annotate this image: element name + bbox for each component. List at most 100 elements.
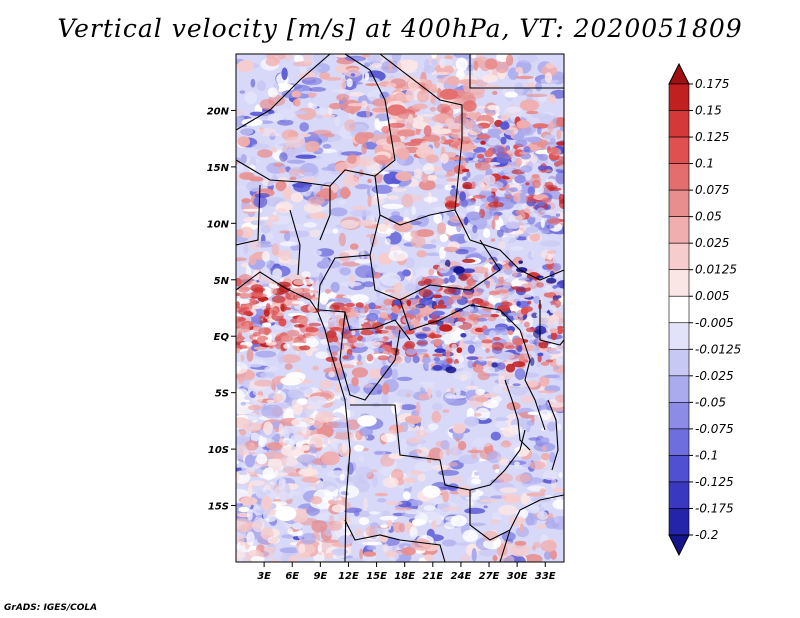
- colorbar-swatch: [668, 216, 690, 244]
- colorbar-label: -0.025: [695, 369, 734, 383]
- field-cell: [357, 354, 362, 362]
- field-cell: [327, 470, 349, 478]
- field-cell: [302, 278, 314, 285]
- field-cell: [346, 557, 366, 562]
- field-cell: [500, 114, 510, 121]
- colorbar-swatch: [668, 481, 690, 509]
- field-cell: [526, 226, 539, 234]
- field-cell: [556, 327, 564, 335]
- field-cell: [361, 336, 366, 343]
- field-cell: [262, 132, 281, 137]
- field-cell: [423, 505, 436, 511]
- field-cell: [512, 337, 525, 346]
- field-cell: [367, 196, 385, 205]
- field-cell: [388, 453, 405, 460]
- field-cell: [452, 444, 458, 458]
- field-cell: [239, 292, 250, 299]
- field-cell: [236, 417, 251, 429]
- field-cell: [556, 129, 562, 140]
- field-cell: [411, 206, 416, 216]
- field-cell: [249, 111, 264, 117]
- field-cell: [454, 115, 468, 126]
- field-cell: [550, 198, 556, 203]
- field-cell: [373, 154, 389, 164]
- field-cell: [354, 184, 370, 190]
- field-cell: [353, 444, 364, 452]
- field-cell: [500, 136, 507, 145]
- coastline: [547, 399, 559, 471]
- colorbar-swatch: [668, 375, 690, 403]
- field-cell: [296, 107, 317, 121]
- field-cell: [279, 230, 291, 234]
- velocity-field: [236, 54, 564, 562]
- field-cell: [334, 116, 341, 127]
- field-cell: [281, 478, 286, 486]
- field-cell: [423, 125, 432, 137]
- field-cell: [538, 153, 549, 161]
- field-cell: [335, 383, 340, 394]
- field-cell: [315, 411, 335, 423]
- field-cell: [402, 491, 411, 500]
- field-cell: [537, 354, 542, 363]
- field-cell: [505, 173, 519, 177]
- field-cell: [476, 153, 485, 159]
- field-cell: [397, 113, 418, 119]
- field-cell: [368, 511, 380, 515]
- field-cell: [484, 150, 494, 158]
- field-cell: [473, 139, 481, 144]
- field-cell: [503, 192, 512, 198]
- field-cell: [283, 343, 291, 349]
- colorbar-swatch: [668, 136, 690, 164]
- field-cell: [236, 163, 244, 172]
- field-cell: [466, 278, 477, 286]
- field-cell: [488, 206, 499, 217]
- field-cell: [449, 129, 461, 133]
- field-cell: [415, 430, 429, 438]
- field-cell: [242, 379, 250, 389]
- field-cell: [379, 515, 398, 521]
- field-cell: [553, 366, 560, 370]
- field-cell: [473, 60, 479, 71]
- field-cell: [489, 290, 500, 296]
- colorbar-swatch: [668, 83, 690, 111]
- colorbar-swatch: [668, 428, 690, 456]
- field-cell: [468, 500, 474, 507]
- field-cell: [336, 93, 350, 102]
- field-cell: [358, 454, 365, 463]
- colorbar-label: -0.2: [695, 528, 718, 542]
- field-cell: [472, 273, 485, 281]
- field-cell: [340, 219, 359, 229]
- colorbar-label: -0.005: [695, 316, 734, 330]
- field-cell: [468, 313, 480, 321]
- field-cell: [296, 454, 317, 464]
- field-cell: [284, 363, 293, 370]
- colorbar-top-arrow: [668, 62, 690, 85]
- field-cell: [280, 376, 302, 386]
- field-cell: [475, 68, 485, 80]
- field-cell: [237, 512, 251, 518]
- field-cell: [492, 90, 498, 95]
- field-cell: [364, 72, 370, 81]
- field-cell: [471, 478, 481, 485]
- field-cell: [382, 97, 398, 102]
- field-cell: [482, 530, 499, 542]
- field-cell: [275, 180, 287, 192]
- field-cell: [555, 213, 561, 217]
- field-cell: [474, 412, 482, 417]
- field-cell: [262, 322, 272, 328]
- field-cell: [532, 179, 541, 189]
- field-cell: [495, 326, 506, 331]
- field-cell: [329, 304, 340, 310]
- colorbar-label: -0.05: [695, 395, 726, 409]
- field-cell: [556, 117, 564, 127]
- field-cell: [492, 555, 498, 562]
- field-cell: [445, 349, 451, 359]
- field-cell: [407, 499, 424, 506]
- lon-tick-label: 30E: [507, 571, 528, 582]
- field-cell: [498, 375, 506, 387]
- field-cell: [552, 285, 557, 289]
- field-cell: [372, 322, 384, 331]
- field-cell: [451, 343, 458, 351]
- field-cell: [363, 498, 368, 511]
